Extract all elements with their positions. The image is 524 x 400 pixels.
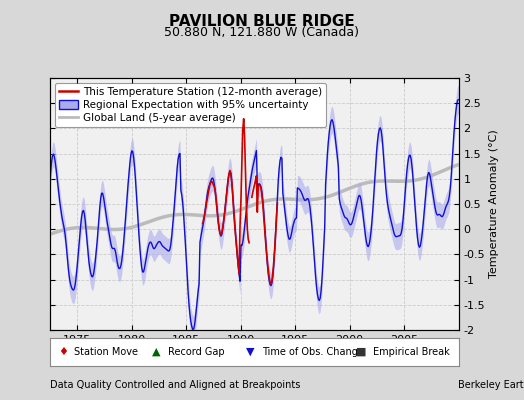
Y-axis label: Temperature Anomaly (°C): Temperature Anomaly (°C) [489, 130, 499, 278]
Text: PAVILION BLUE RIDGE: PAVILION BLUE RIDGE [169, 14, 355, 29]
Text: Record Gap: Record Gap [168, 347, 225, 357]
Text: Time of Obs. Change: Time of Obs. Change [263, 347, 364, 357]
Text: ▲: ▲ [152, 347, 160, 357]
Text: Berkeley Earth: Berkeley Earth [458, 380, 524, 390]
Text: Data Quality Controlled and Aligned at Breakpoints: Data Quality Controlled and Aligned at B… [50, 380, 300, 390]
Text: ■: ■ [356, 347, 367, 357]
Legend: This Temperature Station (12-month average), Regional Expectation with 95% uncer: This Temperature Station (12-month avera… [55, 83, 326, 127]
Text: Station Move: Station Move [74, 347, 138, 357]
Text: ▼: ▼ [246, 347, 255, 357]
Text: Empirical Break: Empirical Break [373, 347, 450, 357]
Text: 50.880 N, 121.880 W (Canada): 50.880 N, 121.880 W (Canada) [165, 26, 359, 39]
Text: ♦: ♦ [58, 347, 68, 357]
